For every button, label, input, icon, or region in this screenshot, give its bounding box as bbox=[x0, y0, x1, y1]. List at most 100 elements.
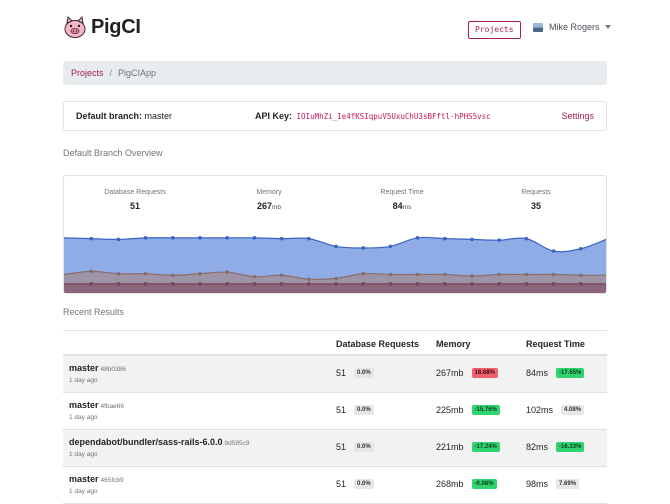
table-row[interactable]: dependabot/bundler/sass-rails-6.0.0 9d595… bbox=[63, 430, 607, 467]
data-point[interactable] bbox=[225, 282, 229, 286]
api-key: API Key: IOIuMhZi_1e4fKSIqpuV5UxuChU3sBF… bbox=[255, 111, 491, 121]
memory-value: 225mb bbox=[436, 405, 464, 415]
data-point[interactable] bbox=[551, 272, 556, 277]
memory-value: 267mb bbox=[436, 368, 464, 378]
result-time-ago: 1 day ago bbox=[69, 488, 98, 495]
data-point[interactable] bbox=[497, 272, 502, 277]
data-point[interactable] bbox=[470, 274, 474, 278]
data-point[interactable] bbox=[470, 282, 474, 286]
table-row[interactable]: master 465fcb9 1 day ago 51 0.0% 268mb -0.08% 9… bbox=[63, 467, 607, 504]
data-point[interactable] bbox=[524, 272, 529, 277]
data-point[interactable] bbox=[89, 269, 93, 274]
projects-button[interactable]: Projects bbox=[468, 21, 521, 39]
data-point[interactable] bbox=[198, 236, 202, 240]
data-point[interactable] bbox=[334, 282, 338, 286]
change-badge: -0.08% bbox=[471, 479, 497, 489]
data-point[interactable] bbox=[89, 236, 93, 241]
result-time-ago: 1 day ago bbox=[69, 451, 98, 458]
api-key-label: API Key: bbox=[255, 111, 293, 121]
recent-results-title: Recent Results bbox=[63, 307, 125, 317]
request-time-cell: 98ms 7.69% bbox=[526, 479, 580, 489]
branch-name[interactable]: master 48b0386 bbox=[69, 363, 126, 373]
data-point[interactable] bbox=[415, 236, 420, 240]
table-row[interactable]: master 4fbae66 1 day ago 51 0.0% 225mb -15.76%… bbox=[63, 393, 607, 430]
change-badge: -16.33% bbox=[556, 442, 585, 452]
data-point[interactable] bbox=[225, 270, 229, 274]
data-point[interactable] bbox=[388, 244, 393, 249]
data-point[interactable] bbox=[388, 272, 393, 277]
branch-name[interactable]: dependabot/bundler/sass-rails-6.0.0 9d595… bbox=[69, 437, 250, 447]
data-point[interactable] bbox=[361, 246, 366, 250]
branch-name-text: master bbox=[69, 474, 99, 484]
data-point[interactable] bbox=[361, 282, 366, 286]
data-point[interactable] bbox=[443, 272, 447, 277]
database-requests-cell: 51 0.0% bbox=[336, 405, 374, 415]
data-point[interactable] bbox=[171, 273, 175, 278]
branch-name[interactable]: master 465fcb9 bbox=[69, 474, 124, 484]
api-key-value[interactable]: IOIuMhZi_1e4fKSIqpuV5UxuChU3sBFftl-hPHS5… bbox=[296, 112, 491, 121]
data-point[interactable] bbox=[334, 244, 338, 249]
user-name: Mike Rogers bbox=[549, 22, 600, 32]
data-point[interactable] bbox=[388, 282, 393, 286]
data-point[interactable] bbox=[470, 237, 474, 242]
overview-chart-card: Database Requests 51 Memory 267mb Reques… bbox=[63, 175, 607, 294]
memory-value: 221mb bbox=[436, 442, 464, 452]
user-menu[interactable]: Mike Rogers bbox=[533, 22, 611, 32]
data-point[interactable] bbox=[89, 282, 93, 286]
table-header: Database Requests Memory Request Time bbox=[63, 330, 607, 356]
chevron-down-icon bbox=[604, 25, 611, 29]
breadcrumb-projects-link[interactable]: Projects bbox=[71, 68, 104, 78]
change-badge: 4.08% bbox=[561, 405, 585, 415]
stat-value: 267mb bbox=[256, 201, 282, 211]
data-point[interactable] bbox=[443, 282, 447, 286]
data-point[interactable] bbox=[198, 271, 202, 276]
data-point[interactable] bbox=[307, 282, 311, 286]
column-header-request-time: Request Time bbox=[526, 339, 585, 349]
data-point[interactable] bbox=[579, 246, 583, 251]
data-point[interactable] bbox=[334, 276, 338, 281]
data-point[interactable] bbox=[307, 277, 311, 281]
data-point[interactable] bbox=[307, 236, 311, 241]
data-point[interactable] bbox=[443, 236, 447, 241]
settings-link[interactable]: Settings bbox=[561, 111, 594, 121]
default-branch-value: master bbox=[144, 111, 173, 121]
data-point[interactable] bbox=[415, 282, 420, 286]
data-point[interactable] bbox=[524, 282, 529, 286]
stat-memory: Memory 267mb bbox=[209, 189, 329, 211]
data-point[interactable] bbox=[497, 238, 502, 242]
data-point[interactable] bbox=[279, 273, 284, 278]
data-point[interactable] bbox=[171, 282, 175, 286]
data-point[interactable] bbox=[361, 271, 366, 276]
stat-label: Requests bbox=[521, 189, 551, 196]
data-point[interactable] bbox=[143, 271, 148, 276]
data-point[interactable] bbox=[143, 282, 148, 286]
data-point[interactable] bbox=[252, 236, 257, 240]
data-point[interactable] bbox=[579, 282, 583, 286]
brand-link[interactable]: PigCI bbox=[62, 14, 141, 40]
data-point[interactable] bbox=[497, 282, 502, 286]
database-requests-value: 51 bbox=[336, 442, 347, 452]
data-point[interactable] bbox=[143, 236, 148, 240]
branch-name-text: master bbox=[69, 400, 99, 410]
branch-name[interactable]: master 4fbae66 bbox=[69, 400, 124, 410]
table-row[interactable]: master 48b0386 1 day ago 51 0.0% 267mb 18.68% 8… bbox=[63, 356, 607, 393]
change-badge: 7.69% bbox=[556, 479, 580, 489]
data-point[interactable] bbox=[116, 282, 121, 286]
brand-name: PigCI bbox=[91, 15, 141, 38]
commit-hash: 48b0386 bbox=[100, 366, 126, 373]
request-time-cell: 82ms -16.33% bbox=[526, 442, 585, 452]
data-point[interactable] bbox=[279, 236, 284, 241]
data-point[interactable] bbox=[579, 273, 583, 278]
data-point[interactable] bbox=[116, 271, 121, 276]
data-point[interactable] bbox=[524, 236, 529, 241]
data-point[interactable] bbox=[225, 236, 229, 240]
data-point[interactable] bbox=[252, 282, 257, 286]
data-point[interactable] bbox=[279, 282, 284, 286]
data-point[interactable] bbox=[252, 275, 257, 279]
data-point[interactable] bbox=[116, 237, 121, 242]
data-point[interactable] bbox=[171, 236, 175, 240]
data-point[interactable] bbox=[551, 249, 556, 253]
data-point[interactable] bbox=[198, 282, 202, 286]
data-point[interactable] bbox=[551, 282, 556, 286]
data-point[interactable] bbox=[415, 272, 420, 277]
